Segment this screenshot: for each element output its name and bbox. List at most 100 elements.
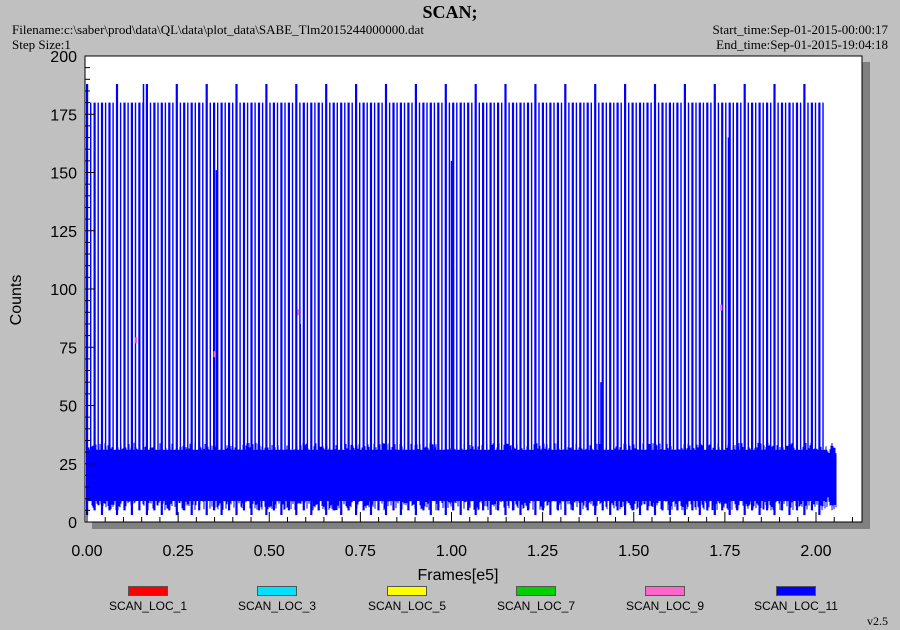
scan-loc-11-spike: [489, 102, 492, 515]
x-tick-label: 2.00: [800, 543, 831, 560]
scan-loc-11-spike: [638, 102, 642, 515]
scan-loc-11-spike: [217, 102, 219, 450]
scan-loc-11-spike: [426, 102, 428, 450]
scan-loc-11-spike: [553, 102, 555, 450]
scan-loc-11-spike: [751, 102, 754, 511]
scan-loc-11-spike: [362, 102, 365, 511]
scan-loc-11-spike: [280, 102, 283, 515]
scan-loc-11-spike: [441, 102, 443, 450]
scan-loc-11-spike: [194, 102, 196, 450]
scan-loc-11-spike: [302, 102, 305, 511]
legend-swatch: [257, 586, 297, 596]
scan-loc-11-spike: [717, 102, 720, 450]
scan-loc-11-spike: [482, 102, 485, 511]
scan-loc-11-spike: [377, 102, 380, 511]
x-tick-label: 0.50: [254, 543, 285, 560]
scan-loc-9-point: [297, 309, 300, 316]
scan-loc-11-spike: [631, 102, 634, 511]
scan-loc-11-spike: [160, 102, 163, 515]
scan-loc-11-spike: [228, 102, 231, 511]
scan-loc-11-spike: [680, 102, 682, 450]
scan-loc-11-spike: [471, 102, 473, 450]
scan-loc-11-spike: [359, 102, 361, 450]
legend-item: SCAN_LOC_1: [88, 586, 208, 613]
scan-loc-11-spike: [519, 102, 522, 515]
legend-label: SCAN_LOC_3: [237, 599, 317, 613]
scan-loc-11-spike: [444, 84, 447, 516]
scan-loc-11-spike: [242, 102, 246, 511]
scan-loc-11-spike: [306, 102, 309, 450]
scan-loc-9-point: [135, 337, 138, 344]
scan-loc-11-spike: [665, 102, 667, 450]
legend-label: SCAN_LOC_7: [496, 599, 576, 613]
scan-loc-11-spike: [556, 102, 559, 511]
scan-loc-11-spike: [474, 84, 477, 516]
scan-loc-11-spike: [702, 102, 705, 450]
scan-loc-11-spike: [310, 102, 313, 515]
scan-loc-11-spike: [740, 102, 742, 450]
scan-loc-11-spike: [646, 102, 649, 511]
scan-loc-11-spike: [366, 102, 368, 450]
scan-loc-11-spike: [295, 84, 298, 516]
y-tick-label: 200: [50, 49, 77, 66]
scan-loc-11-spike: [609, 102, 612, 515]
scan-loc-11-spike: [175, 84, 178, 516]
y-tick-label: 50: [59, 399, 77, 416]
scan-loc-11-spike: [511, 102, 515, 511]
scan-loc-11-spike: [635, 102, 637, 450]
scan-loc-11-spike: [115, 84, 119, 516]
scan-loc-11-spike: [369, 102, 373, 515]
scan-loc-9-point: [720, 304, 723, 311]
scan-loc-11-spike: [429, 102, 432, 515]
scan-loc-11-spike: [493, 102, 495, 450]
scan-loc-11-spike: [747, 102, 749, 450]
scan-loc-11-spike: [497, 102, 500, 511]
scan-loc-11-spike: [381, 102, 383, 450]
scan-loc-11-spike: [478, 102, 480, 450]
scan-loc-11-spike: [314, 102, 316, 450]
scan-loc-11-spike: [403, 102, 406, 450]
x-tick-label: 0.75: [345, 543, 376, 560]
scan-loc-11-spike: [250, 102, 253, 515]
x-tick-label: 1.00: [436, 543, 467, 560]
scan-loc-11-spike: [598, 102, 600, 450]
scan-loc-11-spike: [213, 102, 216, 511]
end-time-label: End_time:Sep-01-2015-19:04:18: [716, 37, 888, 52]
legend-label: SCAN_LOC_1: [108, 599, 188, 613]
scan-loc-11-spike: [90, 102, 92, 450]
scan-loc-11-spike: [340, 102, 343, 515]
scan-loc-11-spike: [164, 102, 167, 450]
scan-loc-11-spike: [755, 102, 757, 450]
scan-loc-11-spike: [138, 102, 141, 511]
scan-loc-11-spike: [149, 102, 152, 450]
scan-loc-11-spike: [672, 102, 675, 450]
scan-loc-11-spike: [246, 102, 249, 450]
scan-loc-11-spike: [220, 102, 223, 515]
scan-loc-9-point: [213, 351, 216, 358]
scan-loc-11-spike: [418, 102, 421, 450]
axis-layer: 0 25 50 75 100 125 150 175 200 0.00 0.25 0.50 0.75 1.…: [50, 49, 853, 560]
scan-loc-11-spike: [560, 102, 563, 450]
scan-loc-11-spike: [269, 102, 271, 450]
scan-loc-11-spike: [392, 102, 395, 511]
scan-loc-11-spike: [508, 102, 510, 450]
scan-loc-11-spike: [265, 84, 268, 516]
y-tick-label: 150: [50, 166, 77, 183]
scan-loc-11-spike: [373, 102, 376, 450]
scan-loc-11-spike: [713, 84, 716, 516]
scan-loc-11-spike: [119, 102, 122, 450]
scan-loc-11-spike: [388, 102, 391, 450]
legend-item: SCAN_LOC_9: [605, 586, 725, 613]
scan-loc-11-spike: [803, 84, 806, 516]
scan-loc-11-spike: [456, 102, 458, 450]
scan-loc-11-spike: [407, 102, 410, 511]
scan-loc-11-spike: [586, 102, 589, 511]
scan-loc-11-spike: [284, 102, 286, 450]
scan-loc-11-spike: [254, 102, 256, 450]
scan-loc-11-spike: [601, 102, 604, 511]
legend-item: SCAN_LOC_3: [217, 586, 337, 613]
scan-loc-11-spike: [788, 102, 791, 515]
scan-loc-11-spike: [414, 84, 417, 516]
scan-loc-11-spike: [605, 102, 607, 450]
chart-title: SCAN;: [422, 2, 478, 22]
